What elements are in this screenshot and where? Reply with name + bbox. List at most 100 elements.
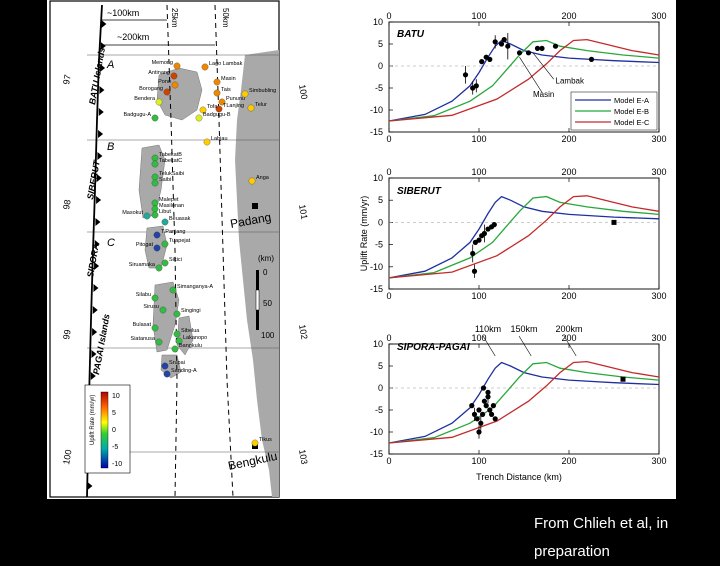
lon-label: 101 bbox=[297, 204, 309, 221]
region-letter: A bbox=[106, 59, 114, 71]
observation-point bbox=[479, 59, 485, 65]
colorbar-tick: -5 bbox=[112, 444, 118, 451]
x-tick-label-top: 100 bbox=[471, 333, 486, 343]
station-marker bbox=[143, 212, 151, 220]
lat-label: 97 bbox=[61, 74, 73, 86]
plot-frame bbox=[388, 343, 660, 455]
observation-point bbox=[480, 411, 486, 417]
trench-tooth bbox=[87, 482, 93, 490]
station-marker bbox=[201, 63, 209, 71]
station-marker bbox=[213, 89, 221, 97]
lat-label: 100 bbox=[61, 449, 73, 466]
y-tick-label: -5 bbox=[375, 83, 383, 93]
station-label: Libut bbox=[159, 209, 171, 215]
station-label: Saibi bbox=[159, 177, 171, 183]
station-marker bbox=[161, 218, 169, 226]
observation-point bbox=[539, 45, 545, 52]
model-curve-model-e-b bbox=[388, 361, 660, 444]
trench-tooth bbox=[92, 306, 98, 314]
station-label: Sirusu bbox=[143, 304, 159, 310]
station-label: Bangkulu bbox=[179, 343, 202, 349]
scale-label: 50km bbox=[221, 8, 230, 28]
station-marker bbox=[171, 81, 179, 89]
x-tick-label: 0 bbox=[386, 134, 391, 144]
station-marker bbox=[159, 306, 167, 314]
station-marker bbox=[163, 370, 171, 378]
legend-label: Model E-C bbox=[614, 118, 650, 127]
y-tick-label: 0 bbox=[378, 217, 383, 227]
station-label: TelukSaibi bbox=[159, 171, 184, 177]
observation-point bbox=[476, 429, 482, 435]
station-label: Tikus bbox=[259, 437, 272, 443]
scale-bar-segment bbox=[256, 270, 259, 290]
x-tick-label: 100 bbox=[471, 291, 486, 301]
lon-label: 100 bbox=[297, 84, 309, 101]
station-marker bbox=[155, 338, 163, 346]
station-label: Simanganya-A bbox=[177, 284, 213, 290]
station-label: Singingi bbox=[181, 308, 201, 314]
station-marker bbox=[151, 160, 159, 168]
station-label: Tais bbox=[221, 87, 231, 93]
scale-label: 25km bbox=[170, 8, 179, 28]
x-tick-label: 0 bbox=[386, 456, 391, 466]
station-label: Bulasat bbox=[133, 322, 152, 328]
trench-tooth bbox=[91, 350, 97, 358]
model-curve-model-e-c bbox=[388, 38, 660, 122]
observation-point bbox=[476, 237, 482, 243]
trench-tooth bbox=[98, 108, 104, 116]
lat-label: 99 bbox=[61, 329, 73, 341]
station-marker bbox=[218, 98, 226, 106]
scale-bar-segment bbox=[256, 310, 259, 330]
lat-label: 98 bbox=[61, 199, 73, 211]
station-marker bbox=[173, 62, 181, 70]
x-tick-label: 200 bbox=[561, 134, 576, 144]
uplift-profiles: 001001002002003003001050-5-10-15BATULamb… bbox=[359, 11, 667, 482]
lon-label: 102 bbox=[297, 324, 309, 341]
station-label: TabekatC bbox=[159, 158, 182, 164]
station-label: Pununu bbox=[226, 96, 245, 102]
y-tick-label: -5 bbox=[375, 240, 383, 250]
observation-point bbox=[469, 403, 475, 409]
x-tick-label: 200 bbox=[561, 456, 576, 466]
station-marker bbox=[251, 439, 259, 447]
observation-point bbox=[481, 398, 487, 404]
y-tick-label: 5 bbox=[378, 39, 383, 49]
observation-point bbox=[481, 230, 487, 237]
x-tick-label-top: 100 bbox=[471, 167, 486, 177]
x-tick-label-top: 300 bbox=[651, 11, 666, 21]
scale-label: ~100km bbox=[107, 8, 139, 18]
x-tick-label-top: 200 bbox=[561, 11, 576, 21]
station-label: Masokut bbox=[122, 210, 143, 216]
y-tick-label: -10 bbox=[370, 427, 383, 437]
annotation-pointer bbox=[518, 335, 532, 357]
trench-tooth bbox=[93, 284, 99, 292]
colorbar-tick: 0 bbox=[112, 427, 116, 434]
y-tick-label: -15 bbox=[370, 284, 383, 294]
distance-annotation: 150km bbox=[510, 324, 537, 334]
annotation-pointer bbox=[563, 335, 577, 357]
observation-point bbox=[492, 416, 498, 422]
station-label: Tuapejat bbox=[169, 238, 191, 244]
observation-point bbox=[490, 403, 496, 409]
observation-point bbox=[525, 50, 532, 56]
station-label: Silabu bbox=[136, 292, 151, 298]
station-label: Sanding-A bbox=[171, 368, 197, 374]
distance-line-25km bbox=[166, 4, 178, 498]
station-marker bbox=[151, 294, 159, 302]
region-letter: B bbox=[107, 141, 114, 153]
station-label: Srupai bbox=[169, 360, 185, 366]
trench-tooth bbox=[97, 152, 103, 160]
station-marker bbox=[161, 362, 169, 370]
scale-label: ~200km bbox=[117, 32, 149, 42]
station-marker bbox=[151, 179, 159, 187]
trench-tooth bbox=[99, 86, 105, 94]
y-tick-label: -5 bbox=[375, 405, 383, 415]
station-marker bbox=[203, 138, 211, 146]
station-label: Bendera bbox=[134, 96, 156, 102]
x-tick-label-top: 100 bbox=[471, 11, 486, 21]
model-curve-model-e-c bbox=[388, 195, 660, 279]
x-tick-label-top: 200 bbox=[561, 333, 576, 343]
observation-point bbox=[478, 420, 484, 426]
x-tick-label: 100 bbox=[471, 134, 486, 144]
scale-bar-tick: 50 bbox=[263, 299, 272, 308]
